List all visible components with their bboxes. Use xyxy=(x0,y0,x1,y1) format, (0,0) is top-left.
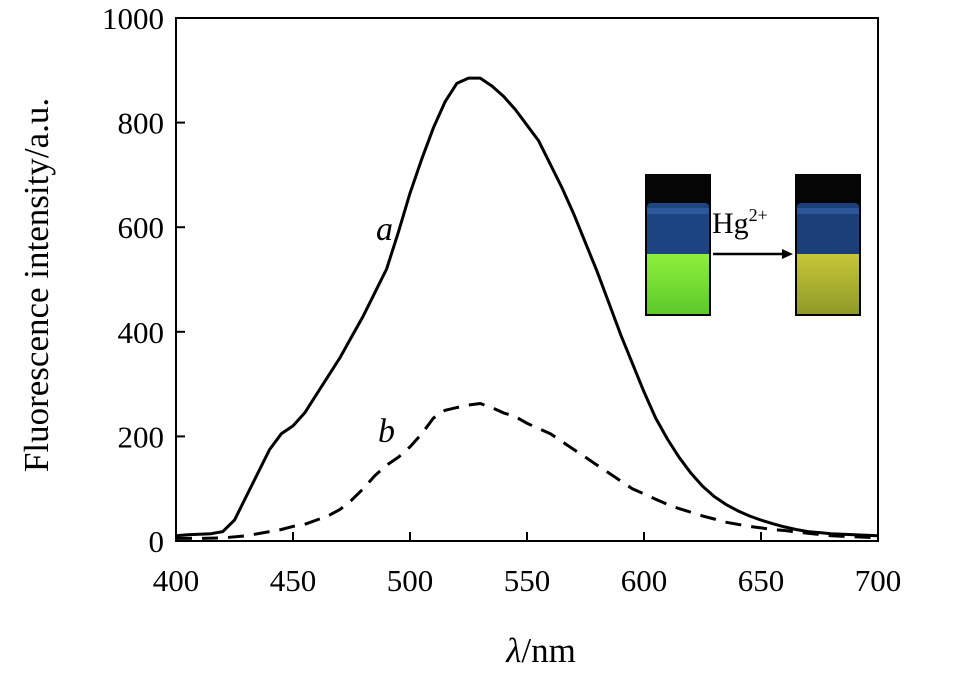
x-tick-label: 550 xyxy=(504,563,551,598)
series-line-b xyxy=(176,402,879,540)
y-tick-label: 1000 xyxy=(102,1,164,36)
plot-frame xyxy=(175,17,879,542)
series-group xyxy=(175,76,879,540)
y-axis-title: Fluorescence intensity/a.u. xyxy=(17,98,56,472)
y-tick-label: 0 xyxy=(149,524,165,559)
y-tick-label: 400 xyxy=(118,315,165,350)
x-tick-label: 600 xyxy=(621,563,668,598)
x-tick-label: 700 xyxy=(855,563,902,598)
x-tick-label: 500 xyxy=(387,563,434,598)
series-line-a xyxy=(175,76,879,538)
series-label-b: b xyxy=(378,413,395,450)
series-label-a: a xyxy=(376,211,393,248)
y-axis-ticks: 0 200 400 600 800 1000 xyxy=(102,1,185,559)
x-tick-label: 650 xyxy=(738,563,785,598)
y-tick-label: 600 xyxy=(118,210,165,245)
reaction-arrowhead-icon xyxy=(782,249,793,259)
x-tick-label: 450 xyxy=(270,563,317,598)
y-tick-label: 200 xyxy=(118,419,165,454)
reagent-label: Hg2+ xyxy=(712,205,768,240)
x-axis-title: λ/nm xyxy=(505,631,576,670)
right-vial xyxy=(795,174,861,316)
y-tick-label: 800 xyxy=(118,106,165,141)
x-axis-ticks: 400 450 500 550 600 650 700 xyxy=(153,532,902,598)
left-vial xyxy=(645,174,711,316)
x-tick-label: 400 xyxy=(153,563,200,598)
inset-vial-photo: Hg2+ xyxy=(645,174,861,316)
